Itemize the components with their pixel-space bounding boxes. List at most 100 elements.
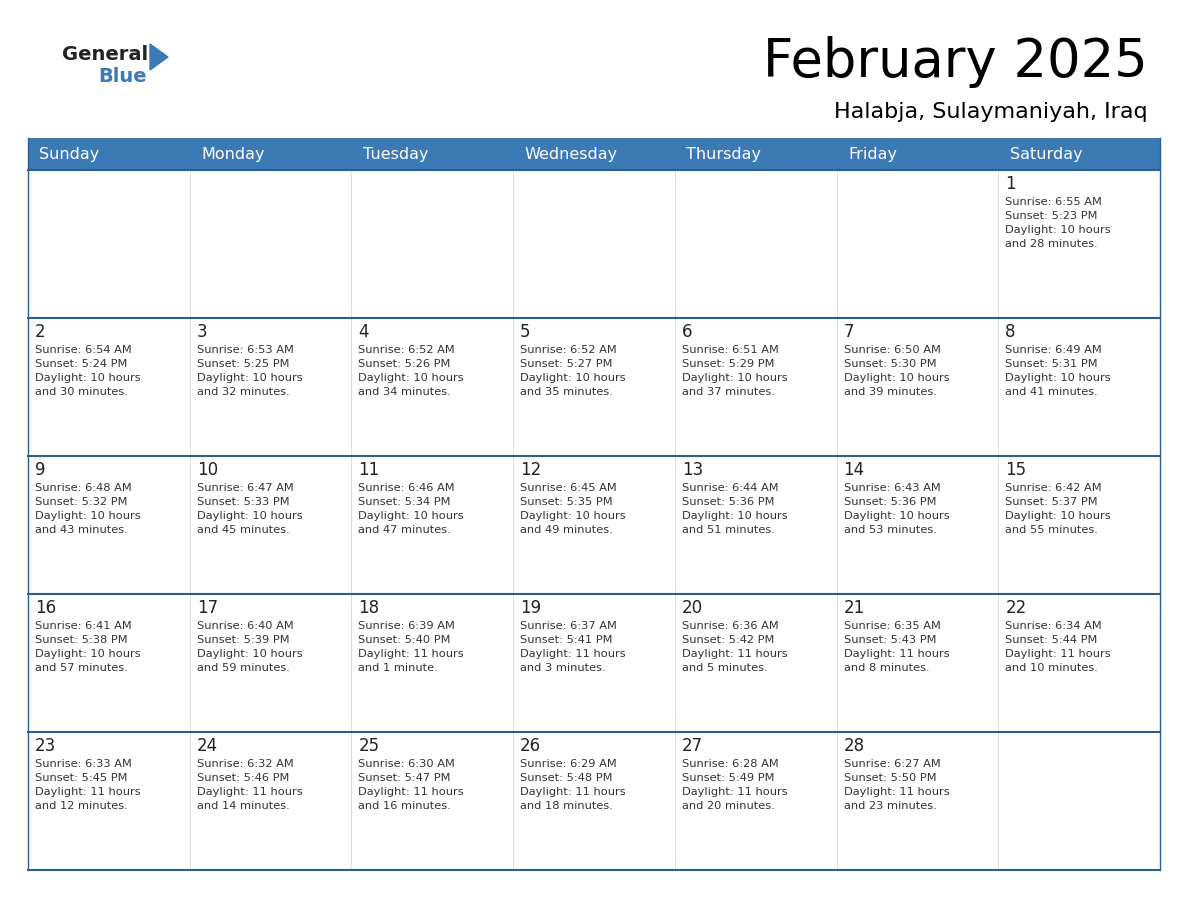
Text: and 14 minutes.: and 14 minutes.	[197, 801, 290, 811]
Bar	[352, 732, 513, 870]
Text: Sunset: 5:34 PM: Sunset: 5:34 PM	[359, 497, 451, 507]
Text: and 12 minutes.: and 12 minutes.	[34, 801, 128, 811]
Text: 28: 28	[843, 737, 865, 755]
Text: Daylight: 11 hours: Daylight: 11 hours	[520, 787, 626, 797]
Bar	[352, 594, 513, 732]
Text: Sunrise: 6:49 AM: Sunrise: 6:49 AM	[1005, 345, 1102, 355]
Text: Wednesday: Wednesday	[524, 147, 618, 162]
Text: Daylight: 10 hours: Daylight: 10 hours	[197, 511, 302, 521]
Text: Sunrise: 6:29 AM: Sunrise: 6:29 AM	[520, 759, 617, 769]
Bar	[675, 170, 836, 318]
Text: Sunset: 5:50 PM: Sunset: 5:50 PM	[843, 773, 936, 783]
Text: and 59 minutes.: and 59 minutes.	[197, 663, 290, 673]
Text: Sunset: 5:29 PM: Sunset: 5:29 PM	[682, 359, 775, 369]
Text: February 2025: February 2025	[763, 36, 1148, 88]
Bar	[998, 318, 1159, 456]
Text: Sunset: 5:40 PM: Sunset: 5:40 PM	[359, 635, 451, 645]
Text: Daylight: 10 hours: Daylight: 10 hours	[34, 373, 140, 383]
Bar	[998, 732, 1159, 870]
Text: Friday: Friday	[848, 147, 897, 162]
Text: Sunrise: 6:46 AM: Sunrise: 6:46 AM	[359, 483, 455, 493]
Text: Sunrise: 6:51 AM: Sunrise: 6:51 AM	[682, 345, 778, 355]
Text: Daylight: 10 hours: Daylight: 10 hours	[359, 373, 465, 383]
Text: Sunset: 5:33 PM: Sunset: 5:33 PM	[197, 497, 290, 507]
Text: Saturday: Saturday	[1010, 147, 1082, 162]
Text: Sunset: 5:38 PM: Sunset: 5:38 PM	[34, 635, 127, 645]
Text: Daylight: 11 hours: Daylight: 11 hours	[359, 787, 465, 797]
Text: Sunrise: 6:32 AM: Sunrise: 6:32 AM	[197, 759, 293, 769]
Text: Sunrise: 6:36 AM: Sunrise: 6:36 AM	[682, 621, 778, 631]
Text: Sunrise: 6:54 AM: Sunrise: 6:54 AM	[34, 345, 132, 355]
Text: 10: 10	[197, 461, 217, 479]
Text: Daylight: 10 hours: Daylight: 10 hours	[1005, 511, 1111, 521]
Text: 3: 3	[197, 323, 208, 341]
Text: Daylight: 10 hours: Daylight: 10 hours	[682, 511, 788, 521]
Bar	[998, 594, 1159, 732]
Text: Blue: Blue	[97, 68, 146, 86]
Text: Sunset: 5:39 PM: Sunset: 5:39 PM	[197, 635, 290, 645]
Text: Sunrise: 6:34 AM: Sunrise: 6:34 AM	[1005, 621, 1102, 631]
Text: Daylight: 11 hours: Daylight: 11 hours	[359, 649, 465, 659]
Text: 24: 24	[197, 737, 217, 755]
Text: Sunrise: 6:40 AM: Sunrise: 6:40 AM	[197, 621, 293, 631]
Text: Daylight: 11 hours: Daylight: 11 hours	[34, 787, 140, 797]
Text: Sunrise: 6:53 AM: Sunrise: 6:53 AM	[197, 345, 293, 355]
Text: Sunrise: 6:52 AM: Sunrise: 6:52 AM	[520, 345, 617, 355]
Text: Daylight: 11 hours: Daylight: 11 hours	[1005, 649, 1111, 659]
Bar	[675, 594, 836, 732]
Text: Sunrise: 6:48 AM: Sunrise: 6:48 AM	[34, 483, 132, 493]
Text: Sunrise: 6:37 AM: Sunrise: 6:37 AM	[520, 621, 617, 631]
Text: Sunrise: 6:28 AM: Sunrise: 6:28 AM	[682, 759, 778, 769]
Text: Sunset: 5:31 PM: Sunset: 5:31 PM	[1005, 359, 1098, 369]
Text: Sunset: 5:44 PM: Sunset: 5:44 PM	[1005, 635, 1098, 645]
Text: and 51 minutes.: and 51 minutes.	[682, 525, 775, 535]
Text: Daylight: 10 hours: Daylight: 10 hours	[1005, 225, 1111, 235]
Bar	[190, 456, 352, 594]
Text: and 39 minutes.: and 39 minutes.	[843, 387, 936, 397]
Text: and 45 minutes.: and 45 minutes.	[197, 525, 290, 535]
Text: Daylight: 10 hours: Daylight: 10 hours	[843, 511, 949, 521]
Bar	[675, 732, 836, 870]
Text: and 35 minutes.: and 35 minutes.	[520, 387, 613, 397]
Text: Sunset: 5:43 PM: Sunset: 5:43 PM	[843, 635, 936, 645]
Text: and 3 minutes.: and 3 minutes.	[520, 663, 606, 673]
Text: Sunset: 5:46 PM: Sunset: 5:46 PM	[197, 773, 289, 783]
Text: and 28 minutes.: and 28 minutes.	[1005, 239, 1098, 249]
Text: Sunset: 5:35 PM: Sunset: 5:35 PM	[520, 497, 613, 507]
Text: Sunrise: 6:39 AM: Sunrise: 6:39 AM	[359, 621, 455, 631]
Bar	[190, 594, 352, 732]
Text: and 23 minutes.: and 23 minutes.	[843, 801, 936, 811]
Bar	[513, 732, 675, 870]
Text: Daylight: 11 hours: Daylight: 11 hours	[843, 787, 949, 797]
Text: Tuesday: Tuesday	[362, 147, 428, 162]
Text: Halabja, Sulaymaniyah, Iraq: Halabja, Sulaymaniyah, Iraq	[834, 102, 1148, 122]
Bar	[29, 594, 190, 732]
Text: 13: 13	[682, 461, 703, 479]
Bar	[836, 594, 998, 732]
Text: Sunset: 5:36 PM: Sunset: 5:36 PM	[682, 497, 775, 507]
Text: Sunrise: 6:33 AM: Sunrise: 6:33 AM	[34, 759, 132, 769]
Bar	[190, 138, 352, 170]
Bar	[513, 594, 675, 732]
Text: Daylight: 10 hours: Daylight: 10 hours	[1005, 373, 1111, 383]
Text: 11: 11	[359, 461, 380, 479]
Text: 20: 20	[682, 599, 703, 617]
Text: Daylight: 10 hours: Daylight: 10 hours	[520, 373, 626, 383]
Text: Sunset: 5:25 PM: Sunset: 5:25 PM	[197, 359, 289, 369]
Text: 2: 2	[34, 323, 45, 341]
Text: and 20 minutes.: and 20 minutes.	[682, 801, 775, 811]
Bar	[836, 318, 998, 456]
Bar	[29, 732, 190, 870]
Text: 5: 5	[520, 323, 531, 341]
Bar	[352, 138, 513, 170]
Text: 16: 16	[34, 599, 56, 617]
Text: 8: 8	[1005, 323, 1016, 341]
Bar	[998, 170, 1159, 318]
Bar	[513, 170, 675, 318]
Bar	[513, 318, 675, 456]
Bar	[352, 318, 513, 456]
Text: and 1 minute.: and 1 minute.	[359, 663, 438, 673]
Text: Sunrise: 6:30 AM: Sunrise: 6:30 AM	[359, 759, 455, 769]
Text: 14: 14	[843, 461, 865, 479]
Text: Sunset: 5:49 PM: Sunset: 5:49 PM	[682, 773, 775, 783]
